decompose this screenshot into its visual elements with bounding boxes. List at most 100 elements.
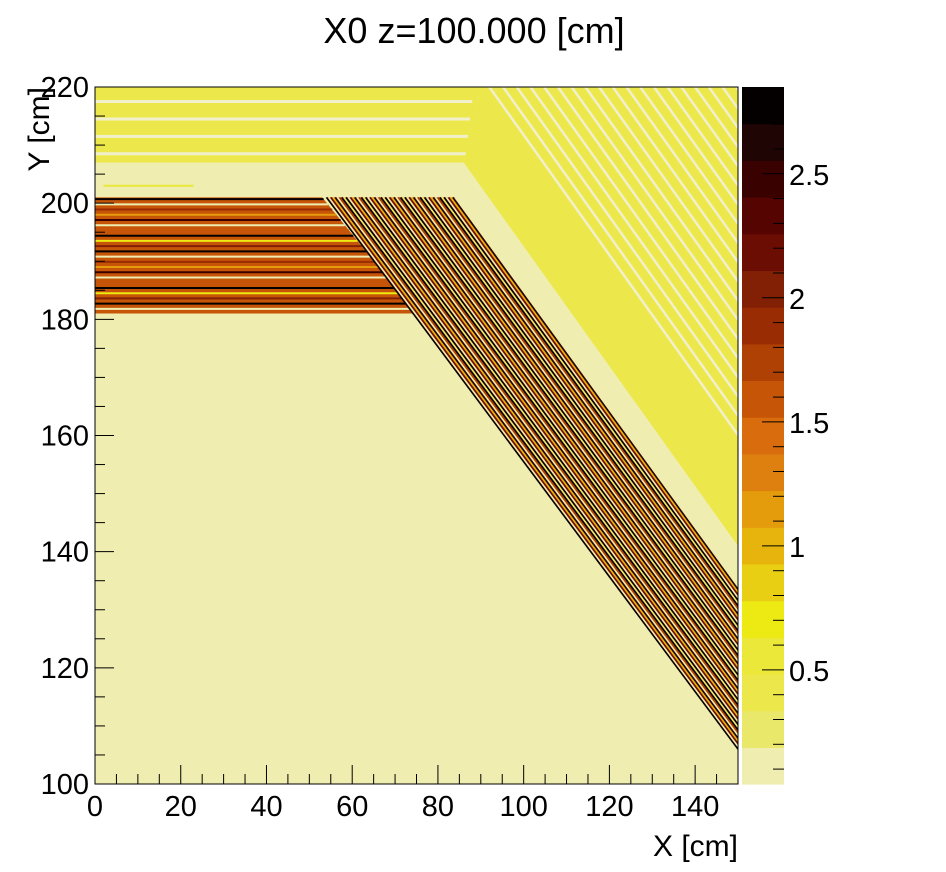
band-stripe bbox=[584, 87, 738, 303]
colorbar-cell bbox=[742, 563, 784, 602]
x-tick-label: 60 bbox=[336, 791, 368, 823]
y-tick-label: 160 bbox=[41, 421, 89, 453]
colorbar-cell bbox=[742, 160, 784, 198]
colorbar-cell bbox=[742, 453, 784, 492]
layer-line bbox=[371, 196, 738, 692]
layer-line bbox=[447, 196, 738, 596]
colorbar-cell bbox=[742, 637, 784, 675]
colorbar-cell bbox=[742, 600, 784, 638]
layer-line bbox=[445, 196, 738, 599]
colorbar-cell bbox=[742, 233, 784, 272]
layer-line bbox=[408, 196, 738, 645]
colorbar bbox=[742, 87, 784, 785]
y-axis-label: Y [cm] bbox=[23, 87, 56, 171]
layer-line bbox=[343, 196, 738, 728]
band-fill bbox=[463, 87, 738, 546]
layer-line bbox=[406, 196, 738, 648]
layer-line bbox=[386, 196, 738, 673]
layer-line bbox=[336, 196, 738, 736]
layer-line bbox=[358, 196, 738, 709]
layer-line bbox=[338, 196, 738, 734]
layer-line bbox=[369, 196, 738, 695]
layer-line bbox=[404, 196, 738, 651]
y-tick-label: 140 bbox=[41, 537, 89, 569]
layer-line bbox=[334, 196, 738, 739]
layer-line bbox=[421, 196, 738, 629]
layer-line bbox=[341, 196, 738, 731]
band-stripe bbox=[556, 87, 738, 342]
layer-line bbox=[356, 196, 738, 712]
horizontal-dense-layers bbox=[95, 197, 417, 314]
layer-line bbox=[399, 196, 738, 656]
colorbar-tick-label: 0.5 bbox=[789, 656, 829, 688]
layer-line bbox=[428, 196, 738, 621]
y-axis: 100 120 140 160 180 200 220 bbox=[41, 72, 114, 801]
band-stripe bbox=[515, 87, 738, 399]
band-stripe bbox=[764, 87, 946, 453]
layer-line bbox=[413, 196, 738, 640]
band-stripe bbox=[625, 87, 738, 246]
layer-line bbox=[328, 196, 738, 747]
layer-line bbox=[347, 196, 738, 723]
x-axis: 0 20 40 60 80 100 120 140 bbox=[87, 765, 739, 823]
layer-line bbox=[415, 196, 738, 637]
layer-line bbox=[354, 196, 738, 714]
colorbar-cell bbox=[742, 87, 784, 125]
chart-title: X0 z=100.000 [cm] bbox=[323, 10, 624, 51]
layer-line bbox=[410, 196, 738, 643]
colorbar-cell bbox=[742, 197, 784, 235]
layer-line bbox=[436, 196, 738, 610]
layer-line bbox=[325, 196, 738, 750]
layer-line bbox=[417, 196, 738, 634]
x-tick-label: 0 bbox=[87, 791, 103, 823]
x-tick-label: 100 bbox=[499, 791, 547, 823]
band-fill bbox=[95, 87, 481, 163]
y-tick-label: 180 bbox=[41, 304, 89, 336]
band-stripe bbox=[529, 87, 738, 380]
y-tick-label: 120 bbox=[41, 653, 89, 685]
layer-line bbox=[441, 196, 738, 604]
band-stripe bbox=[502, 87, 738, 418]
x-axis-label: X [cm] bbox=[653, 830, 738, 863]
colorbar-cell bbox=[742, 270, 784, 308]
band-stripe bbox=[777, 87, 946, 453]
x-tick-label: 120 bbox=[585, 791, 633, 823]
colorbar-cell bbox=[742, 307, 784, 345]
band-stripe bbox=[652, 87, 738, 207]
heatmap bbox=[95, 87, 946, 784]
layer-line bbox=[382, 196, 738, 678]
layer-line bbox=[450, 196, 738, 593]
band-stripe bbox=[680, 87, 738, 169]
colorbar-cell bbox=[742, 123, 784, 161]
colorbar-axis: 0.5 1 1.5 2 2.5 bbox=[762, 98, 829, 770]
layer-line bbox=[391, 196, 738, 667]
layer-line bbox=[360, 196, 738, 706]
y-tick-label: 220 bbox=[41, 72, 89, 104]
upper-striped-band bbox=[95, 87, 481, 187]
colorbar-cell bbox=[742, 673, 784, 712]
layer-line bbox=[380, 196, 738, 681]
colorbar-tick-label: 2 bbox=[789, 284, 805, 316]
layer-line bbox=[397, 196, 738, 659]
band-stripe bbox=[666, 87, 738, 188]
band-stripe bbox=[598, 87, 738, 284]
colorbar-cell bbox=[742, 380, 784, 418]
layer-line bbox=[443, 196, 738, 601]
layer-line bbox=[351, 196, 738, 717]
layer-line bbox=[395, 196, 738, 662]
layer-line bbox=[393, 196, 738, 665]
layer-line bbox=[389, 196, 738, 670]
y-tick-label: 100 bbox=[41, 769, 89, 801]
band-stripe bbox=[570, 87, 738, 322]
upper-diagonal-band bbox=[463, 87, 946, 546]
colorbar-tick-label: 1.5 bbox=[789, 408, 829, 440]
layer-line bbox=[402, 196, 738, 654]
layer-line bbox=[426, 196, 738, 623]
band-stripe bbox=[639, 87, 738, 226]
layer-line bbox=[362, 196, 738, 703]
band-stripe bbox=[611, 87, 738, 265]
layer-line bbox=[365, 196, 738, 701]
layer-line bbox=[373, 196, 738, 689]
layer-line bbox=[423, 196, 738, 626]
